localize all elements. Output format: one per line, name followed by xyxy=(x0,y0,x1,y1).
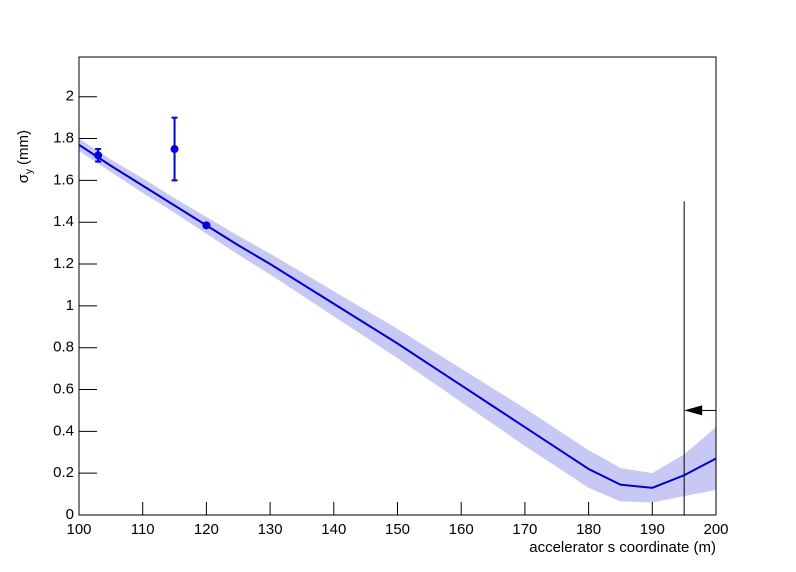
x-tick-label: 190 xyxy=(640,521,665,538)
x-tick-label: 180 xyxy=(576,521,601,538)
y-tick-label: 1.2 xyxy=(53,255,74,272)
x-tick-label: 140 xyxy=(321,521,346,538)
y-label-sub: y xyxy=(24,169,35,174)
x-tick-label: 100 xyxy=(66,521,91,538)
data-point xyxy=(94,151,103,160)
y-tick-label: 0.2 xyxy=(53,464,74,481)
x-tick-label: 150 xyxy=(385,521,410,538)
x-tick-label: 110 xyxy=(131,521,155,538)
data-point xyxy=(202,221,211,230)
y-tick-label: 0.8 xyxy=(53,339,74,356)
x-tick-label: 160 xyxy=(449,521,474,538)
x-tick-label: 170 xyxy=(512,521,537,538)
y-tick-label: 0.6 xyxy=(53,380,74,397)
y-tick-label: 1.8 xyxy=(53,130,74,147)
x-axis-label: accelerator s coordinate (m) xyxy=(529,539,716,556)
y-tick-label: 0.4 xyxy=(53,422,74,439)
line xyxy=(78,144,717,489)
x-tick-label: 130 xyxy=(258,521,283,538)
data-point xyxy=(170,145,179,154)
y-tick-label: 1.6 xyxy=(53,171,74,188)
y-tick-label: 1.4 xyxy=(53,213,74,230)
y-tick-label: 0 xyxy=(66,506,74,523)
arrow-head xyxy=(684,405,703,416)
y-tick-label: 2 xyxy=(66,88,74,105)
y-axis-label: σy (mm) xyxy=(15,130,35,183)
x-tick-label: 120 xyxy=(194,521,219,538)
y-label-unit: (mm) xyxy=(15,130,32,165)
x-tick-label: 200 xyxy=(703,521,728,538)
y-label-symbol: σ xyxy=(15,173,32,183)
y-tick-label: 1 xyxy=(66,297,74,314)
